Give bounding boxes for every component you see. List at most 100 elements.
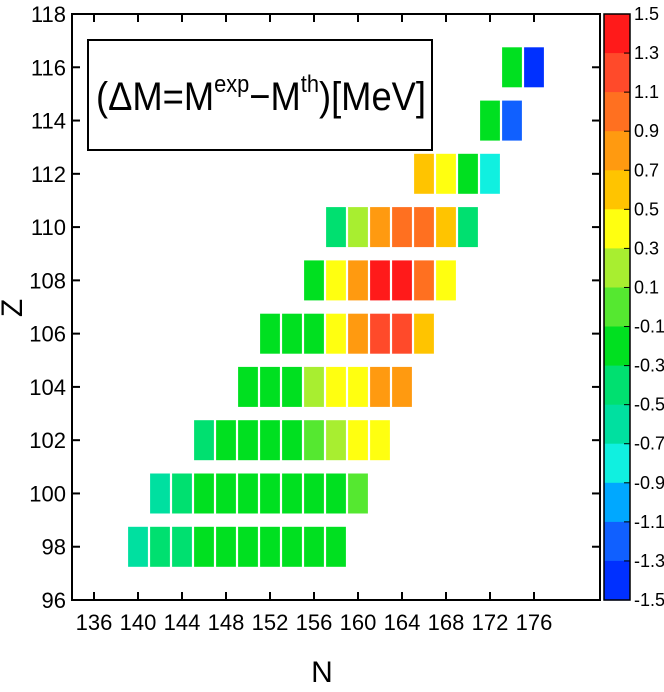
- colorbar-segment: [604, 404, 630, 445]
- heatmap-cell: [370, 260, 390, 301]
- heatmap-cell: [194, 526, 214, 567]
- annotation-suffix: )[MeV]: [319, 75, 426, 119]
- colorbar-frame: [603, 13, 631, 601]
- heatmap-cell: [194, 420, 214, 461]
- heatmap-cell: [370, 420, 390, 461]
- heatmap-cell: [348, 260, 368, 301]
- heatmap-cell: [436, 153, 456, 194]
- heatmap-cell: [282, 420, 302, 461]
- colorbar-segment: [604, 326, 630, 367]
- colorbar-label: -0.7: [634, 434, 664, 454]
- colorbar-segment: [604, 209, 630, 249]
- heatmap-cell: [150, 526, 170, 567]
- annotation-sup-th: th: [301, 71, 319, 98]
- heatmap-cell: [392, 313, 412, 354]
- colorbar-label: 0.1: [634, 278, 659, 298]
- heatmap-cell: [282, 366, 302, 407]
- colorbar-segment: [604, 92, 630, 132]
- heatmap-cell: [392, 207, 412, 248]
- heatmap-cell: [260, 313, 280, 354]
- x-tick-label: 172: [472, 610, 509, 635]
- heatmap-cell: [458, 207, 478, 248]
- annotation-mid: −M: [249, 75, 300, 119]
- heatmap-cell: [282, 526, 302, 567]
- heatmap-cell: [238, 473, 258, 514]
- heatmap-cell: [128, 526, 148, 567]
- heatmap-cell: [436, 207, 456, 248]
- colorbar-segment: [604, 14, 630, 54]
- heatmap-cell: [392, 366, 412, 407]
- heatmap-cell: [238, 526, 258, 567]
- colorbar-label: 1.3: [634, 43, 659, 63]
- colorbar-segment: [604, 443, 630, 484]
- colorbar: 1.5 1.3 1.1 0.9 0.7 0.5 0.3 0.1 -0.1 -0.3 -0.5 -0.7…: [603, 4, 664, 610]
- heatmap-cell: [238, 420, 258, 461]
- colorbar-label: -0.5: [634, 395, 664, 415]
- heatmap-cell: [216, 526, 236, 567]
- y-axis: 96 98 100 102 104 106 108 110 112 114 116 118: [29, 2, 600, 613]
- heatmap-cell: [260, 420, 280, 461]
- heatmap-cell: [348, 473, 368, 514]
- heatmap-cell: [414, 207, 434, 248]
- x-tick-label: 140: [120, 610, 157, 635]
- y-axis-title: Z: [0, 299, 29, 317]
- colorbar-label: 0.3: [634, 238, 659, 258]
- y-tick-label: 104: [29, 375, 66, 400]
- x-tick-label: 164: [384, 610, 421, 635]
- heatmap-cell: [414, 260, 434, 301]
- colorbar-label: 1.1: [634, 82, 659, 102]
- x-tick-label: 176: [516, 610, 553, 635]
- heatmap-cell: [458, 153, 478, 194]
- y-tick-label: 114: [31, 109, 66, 134]
- heatmap-cell: [348, 420, 368, 461]
- heatmap-cell: [326, 260, 346, 301]
- colorbar-label: -1.5: [634, 590, 664, 610]
- heatmap-cell: [172, 473, 192, 514]
- colorbar-label: 1.5: [634, 4, 659, 24]
- heatmap-cell: [304, 473, 324, 514]
- heatmap-cell: [238, 366, 258, 407]
- colorbar-label: -0.9: [634, 473, 664, 493]
- heatmap-cell: [370, 207, 390, 248]
- heatmap-cell: [348, 313, 368, 354]
- colorbar-segment: [604, 53, 630, 93]
- y-tick-label: 112: [31, 162, 66, 187]
- colorbar-label: 0.9: [634, 121, 659, 141]
- colorbar-segment: [604, 365, 630, 406]
- x-axis-title: N: [311, 656, 333, 689]
- heatmap-cell: [348, 366, 368, 407]
- heatmap-cell: [260, 366, 280, 407]
- y-tick-label: 98: [42, 535, 66, 560]
- x-tick-label: 148: [208, 610, 245, 635]
- annotation-frame: [87, 39, 433, 151]
- y-tick-label: 110: [31, 215, 66, 240]
- annotation-text: (ΔM=Mexp−Mth)[MeV]: [96, 71, 426, 119]
- x-tick-label: 144: [164, 610, 201, 635]
- heatmap-cell: [480, 153, 500, 194]
- x-tick-label: 136: [76, 610, 113, 635]
- heatmap-cell: [502, 47, 522, 88]
- heatmap-cell: [370, 366, 390, 407]
- annotation-sup-exp: exp: [214, 71, 249, 98]
- heatmap-cell: [194, 473, 214, 514]
- heatmap-cell: [326, 313, 346, 354]
- heatmap-cell: [348, 207, 368, 248]
- x-tick-label: 168: [428, 610, 465, 635]
- colorbar-segment: [604, 248, 630, 289]
- colorbar-segment: [604, 521, 630, 562]
- y-tick-label: 106: [29, 322, 66, 347]
- heatmap-cell: [304, 366, 324, 407]
- heatmap-cell: [326, 207, 346, 248]
- heatmap-cell: [326, 420, 346, 461]
- colorbar-segment: [604, 560, 630, 601]
- heatmap-cell: [502, 100, 522, 141]
- colorbar-segment: [604, 287, 630, 328]
- colorbar-segment: [604, 482, 630, 523]
- colorbar-label: -0.3: [634, 356, 664, 376]
- y-tick-label: 108: [29, 268, 66, 293]
- y-tick-label: 96: [42, 588, 66, 613]
- heatmap-cell: [326, 526, 346, 567]
- colorbar-label: -0.1: [634, 317, 664, 337]
- heatmap-cell: [216, 420, 236, 461]
